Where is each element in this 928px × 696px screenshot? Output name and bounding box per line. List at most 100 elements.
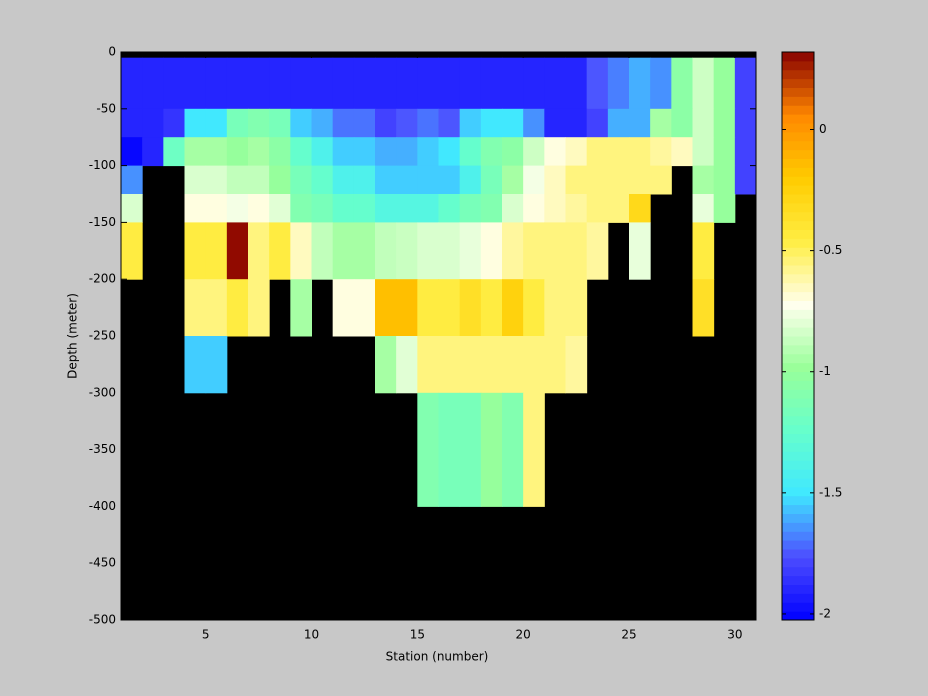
heatmap-cell bbox=[502, 165, 524, 195]
heatmap-cell bbox=[121, 57, 143, 110]
y-tick-label: -150 bbox=[89, 215, 116, 229]
heatmap-cell bbox=[650, 108, 672, 138]
heatmap-cell bbox=[480, 165, 503, 195]
heatmap-cell bbox=[375, 336, 397, 394]
heatmap-cell bbox=[417, 137, 439, 167]
heatmap-cell bbox=[502, 137, 524, 167]
colorbar-swatch bbox=[782, 575, 814, 585]
colorbar-swatch bbox=[782, 398, 814, 408]
heatmap-cell bbox=[375, 194, 397, 223]
heatmap-cell bbox=[480, 57, 503, 110]
colorbar-swatch bbox=[782, 327, 814, 337]
colorbar-swatch bbox=[782, 433, 814, 443]
heatmap-cell bbox=[502, 57, 524, 110]
heatmap-cell bbox=[121, 222, 143, 280]
heatmap-cell bbox=[586, 57, 609, 110]
heatmap-cell bbox=[269, 165, 291, 195]
colorbar-swatch bbox=[782, 202, 814, 213]
heatmap-cell bbox=[459, 279, 482, 337]
x-tick-label: 10 bbox=[304, 628, 319, 642]
heatmap-cell bbox=[438, 165, 461, 195]
heatmap-cell bbox=[459, 392, 482, 507]
x-tick-label: 25 bbox=[621, 628, 636, 642]
heatmap-cell bbox=[586, 222, 609, 280]
colorbar-swatch bbox=[782, 451, 814, 461]
heatmap-cell bbox=[417, 57, 439, 110]
heatmap-cell bbox=[734, 165, 757, 195]
heatmap-cell bbox=[565, 336, 588, 394]
heatmap-cell bbox=[523, 165, 545, 195]
heatmap-cell bbox=[353, 222, 376, 280]
y-axis-label: Depth (meter) bbox=[66, 293, 80, 379]
heatmap-cell bbox=[502, 194, 524, 223]
colorbar-swatch bbox=[782, 442, 814, 452]
heatmap-cell bbox=[184, 336, 207, 394]
colorbar-swatch bbox=[782, 229, 814, 239]
heatmap-cell bbox=[332, 165, 355, 195]
heatmap-cell bbox=[523, 222, 545, 280]
heatmap-cell bbox=[692, 279, 715, 337]
colorbar-swatch bbox=[782, 273, 814, 284]
heatmap-cell bbox=[692, 137, 715, 167]
heatmap-cell bbox=[121, 108, 143, 138]
colorbar-swatch bbox=[782, 389, 814, 399]
colorbar-swatch bbox=[782, 566, 814, 577]
heatmap-cell bbox=[375, 57, 397, 110]
heatmap-cell bbox=[565, 165, 588, 195]
colorbar-swatch bbox=[782, 380, 814, 390]
colorbar-swatch bbox=[782, 211, 814, 222]
y-tick-label: -250 bbox=[89, 329, 116, 343]
heatmap-cell bbox=[502, 279, 524, 337]
heatmap-cell bbox=[248, 194, 270, 223]
heatmap-cell bbox=[142, 57, 164, 110]
heatmap-cell bbox=[629, 57, 651, 110]
colorbar-swatch bbox=[782, 291, 814, 301]
heatmap-cell bbox=[226, 279, 249, 337]
heatmap-cell bbox=[248, 279, 270, 337]
heatmap-cell bbox=[607, 137, 630, 167]
heatmap-cell bbox=[480, 137, 503, 167]
heatmap-cell bbox=[269, 137, 291, 167]
colorbar-swatch bbox=[782, 87, 814, 97]
colorbar-swatch bbox=[782, 282, 814, 293]
heatmap-cell bbox=[692, 57, 715, 110]
heatmap-cell bbox=[290, 108, 312, 138]
colorbar-swatch bbox=[782, 96, 814, 106]
heatmap-cell bbox=[396, 108, 418, 138]
heatmap-cell bbox=[586, 108, 609, 138]
heatmap-cell bbox=[332, 222, 355, 280]
heatmap-cell bbox=[396, 222, 418, 280]
y-tick-label: -350 bbox=[89, 442, 116, 456]
heatmap-cell bbox=[311, 222, 334, 280]
heatmap-cell bbox=[205, 57, 228, 110]
colorbar-swatch bbox=[782, 486, 814, 497]
heatmap-cell bbox=[459, 57, 482, 110]
heatmap-cell bbox=[417, 279, 439, 337]
heatmap-cell bbox=[629, 165, 651, 195]
heatmap-cell bbox=[692, 222, 715, 280]
heatmap-cell bbox=[544, 57, 566, 110]
heatmap-cell bbox=[502, 108, 524, 138]
colorbar-swatch bbox=[782, 353, 814, 364]
colorbar-swatch bbox=[782, 407, 814, 417]
colorbar-swatch bbox=[782, 149, 814, 159]
heatmap-cell bbox=[480, 336, 503, 394]
heatmap-cell bbox=[480, 279, 503, 337]
heatmap-cell bbox=[184, 165, 207, 195]
heatmap-cell bbox=[311, 137, 334, 167]
heatmap-cell bbox=[290, 194, 312, 223]
colorbar-swatch bbox=[782, 69, 814, 80]
heatmap-cell bbox=[290, 279, 312, 337]
heatmap-cell bbox=[290, 165, 312, 195]
heatmap-cell bbox=[734, 137, 757, 167]
heatmap-cell bbox=[332, 194, 355, 223]
heatmap-cell bbox=[459, 222, 482, 280]
colorbar-swatch bbox=[782, 52, 814, 62]
colorbar-swatch bbox=[782, 371, 814, 381]
colorbar-swatch bbox=[782, 238, 814, 248]
heatmap-cell bbox=[565, 108, 588, 138]
heatmap-cell bbox=[121, 165, 143, 195]
heatmap-cell bbox=[544, 336, 566, 394]
heatmap-cell bbox=[438, 194, 461, 223]
colorbar-swatch bbox=[782, 131, 814, 142]
